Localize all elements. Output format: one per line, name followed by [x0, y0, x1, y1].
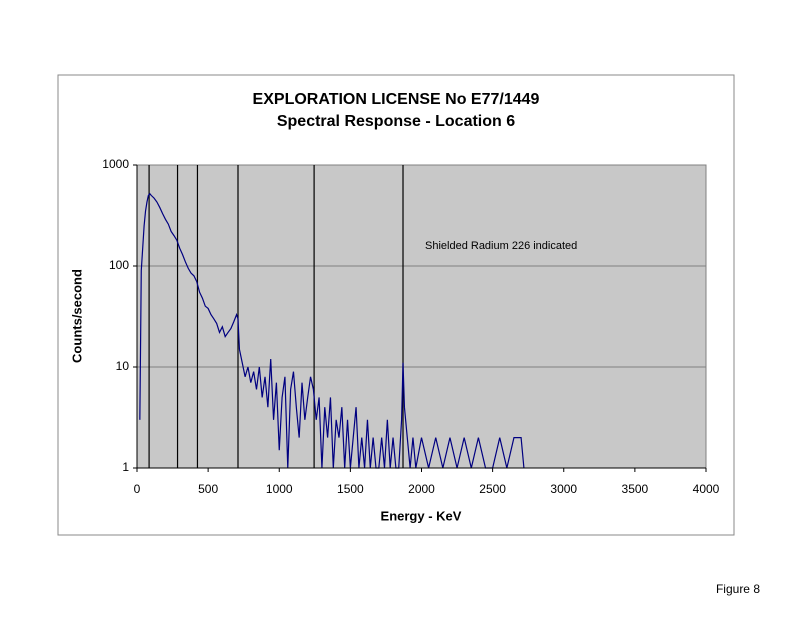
y-tick-label: 100: [109, 258, 129, 272]
figure-label: Figure 8: [716, 582, 760, 596]
y-tick-label: 10: [116, 359, 130, 373]
x-tick-label: 0: [134, 482, 141, 496]
x-axis-label: Energy - KeV: [381, 508, 462, 523]
chart-title: EXPLORATION LICENSE No E77/1449: [253, 91, 540, 108]
y-tick-label: 1000: [102, 157, 129, 171]
data-line: [139, 192, 525, 469]
x-tick-label: 1000: [266, 482, 293, 496]
chart-subtitle: Spectral Response - Location 6: [277, 113, 515, 130]
y-axis-label: Counts/second: [69, 269, 84, 363]
x-tick-label: 3000: [550, 482, 577, 496]
annotation: Shielded Radium 226 indicated: [425, 240, 577, 252]
x-tick-label: 500: [198, 482, 218, 496]
y-tick-label: 1: [122, 460, 129, 474]
plot-area: [136, 164, 707, 469]
x-tick-label: 2000: [408, 482, 435, 496]
x-tick-label: 2500: [479, 482, 506, 496]
x-tick-label: 1500: [337, 482, 364, 496]
x-tick-label: 4000: [693, 482, 720, 496]
x-tick-label: 3500: [622, 482, 649, 496]
